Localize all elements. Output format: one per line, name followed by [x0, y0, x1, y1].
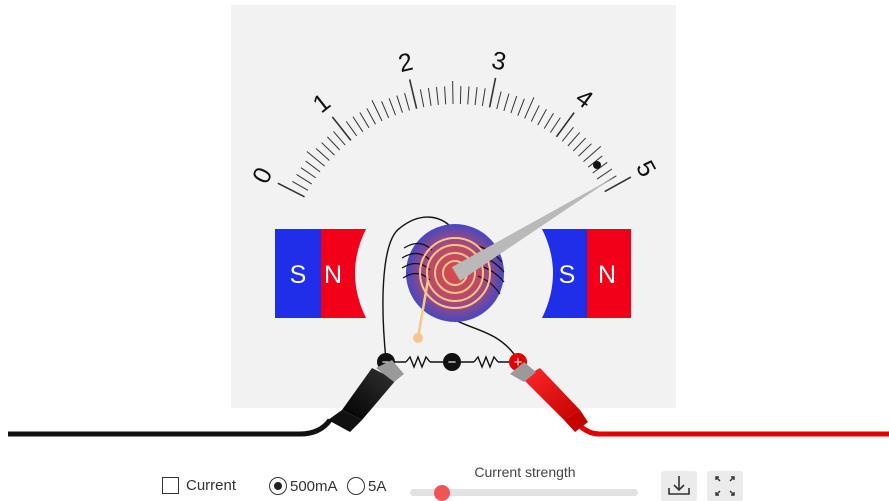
control-bar: Current 500mA 5A Current strength — [0, 455, 889, 501]
scale-tick — [524, 97, 535, 119]
range-radio-5a-label: 5A — [368, 477, 387, 495]
black-test-lead[interactable] — [8, 360, 404, 437]
scale-label-2: 2 — [396, 48, 416, 78]
scale-tick — [596, 168, 613, 180]
scale-tick — [578, 143, 592, 157]
terminal-negative-5a: − — [443, 353, 461, 371]
scale-tick — [396, 95, 403, 113]
fullscreen-icon — [715, 476, 735, 496]
red-test-lead[interactable] — [510, 362, 889, 437]
scale-tick — [388, 98, 396, 116]
scale-tick — [408, 79, 418, 109]
scale-tick — [488, 77, 497, 108]
current-checkbox-label: Current — [186, 477, 237, 494]
right-magnet: S N — [542, 229, 631, 318]
scale-tick — [537, 108, 547, 126]
download-button[interactable] — [661, 471, 697, 501]
range-radio-5a[interactable]: 5A — [347, 477, 386, 495]
left-magnet: S N — [275, 229, 366, 318]
scale-tick — [306, 151, 325, 167]
current-strength-slider-track[interactable] — [410, 489, 638, 496]
scale-tick — [467, 86, 470, 105]
right-magnet-south-pole — [542, 229, 587, 318]
range-radio-500ma-ring[interactable] — [269, 477, 287, 495]
terminal-positive-label: + — [514, 354, 523, 371]
scale-tick — [555, 112, 575, 138]
left-magnet-s-label: S — [290, 261, 307, 289]
scale-tick — [345, 121, 358, 137]
scale-tick — [333, 131, 346, 146]
scale-tick — [300, 167, 317, 179]
scale-tick — [583, 145, 602, 162]
scale-tick — [561, 126, 574, 142]
coil-wire-left — [382, 216, 453, 361]
current-strength-label: Current strength — [474, 464, 576, 480]
scale-tick — [366, 108, 376, 125]
right-magnet-north-pole — [587, 229, 631, 318]
scale-tick — [503, 93, 510, 112]
scale-tick — [435, 86, 439, 105]
scale-tick — [474, 87, 478, 106]
left-magnet-north-pole — [321, 229, 366, 318]
moving-coil — [401, 224, 505, 343]
hairspring-anchor — [413, 333, 423, 343]
scale-tick — [359, 112, 370, 129]
scale-tick — [305, 160, 321, 173]
right-magnet-n-label: N — [598, 261, 616, 289]
scale-tick — [327, 136, 341, 151]
current-strength-slider-thumb[interactable] — [434, 485, 450, 501]
hairspring-lead — [416, 279, 430, 339]
scale-tick — [549, 117, 561, 133]
scale-tick — [517, 98, 525, 116]
scale-tick — [592, 161, 608, 174]
scale-tick — [371, 100, 383, 122]
scale-label-3: 3 — [489, 46, 508, 76]
download-icon — [668, 476, 690, 495]
scale-tick — [296, 174, 313, 185]
scale-tick — [292, 181, 309, 191]
scale-tick — [444, 86, 447, 105]
scale-tick — [481, 88, 486, 107]
meter-zero-adjust-dot — [593, 161, 601, 169]
scale-tick — [496, 91, 502, 110]
terminal-negative-5a-label: − — [448, 354, 457, 371]
scale-tick — [381, 101, 390, 119]
left-magnet-south-pole — [275, 229, 321, 318]
scale-tick — [567, 132, 581, 147]
scale-tick — [543, 113, 554, 129]
range-radio-500ma[interactable]: 500mA — [269, 477, 338, 495]
range-radio-500ma-label: 500mA — [290, 477, 338, 495]
terminal-negative-500ma-label: − — [382, 354, 391, 371]
scale-tick — [419, 89, 425, 108]
right-magnet-s-label: S — [559, 261, 576, 289]
fullscreen-button[interactable] — [707, 471, 743, 501]
scale-tick — [315, 148, 330, 161]
scale-tick — [572, 137, 587, 152]
scale-tick — [510, 95, 518, 114]
scale-tick — [352, 116, 364, 133]
scale-tick — [530, 105, 540, 122]
current-checkbox-box[interactable] — [162, 477, 179, 494]
current-checkbox[interactable]: Current — [162, 477, 236, 494]
meter-panel — [231, 5, 676, 408]
scale-tick — [427, 87, 432, 106]
meter-scale-ticks — [277, 77, 632, 198]
scale-tick — [321, 142, 335, 156]
scale-tick — [331, 116, 352, 141]
range-radio-5a-ring[interactable] — [347, 477, 365, 495]
left-magnet-n-label: N — [324, 261, 342, 289]
scale-tick — [404, 93, 410, 111]
radio-selected-dot — [273, 481, 282, 490]
meter-needle — [451, 177, 614, 281]
scale-tick — [604, 176, 632, 193]
scale-tick — [277, 182, 305, 198]
